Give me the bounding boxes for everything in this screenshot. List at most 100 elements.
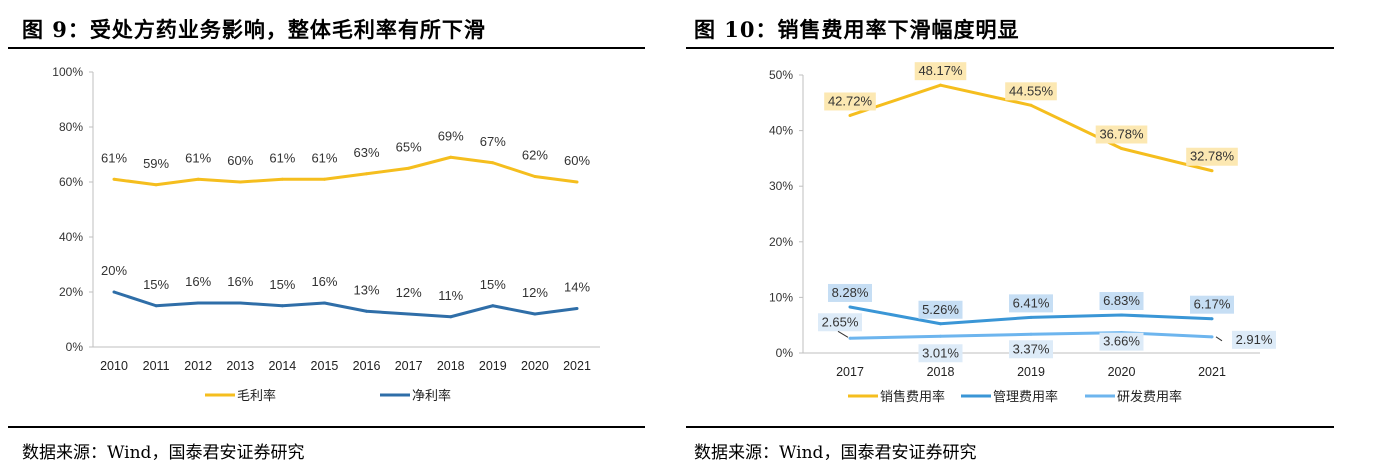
data-label: 11% xyxy=(438,288,463,303)
x-tick-label: 2019 xyxy=(479,359,507,373)
data-label: 20% xyxy=(101,263,127,278)
data-point xyxy=(365,309,369,313)
data-label-box xyxy=(1186,147,1238,166)
data-label: 63% xyxy=(354,145,380,160)
data-label: 61% xyxy=(185,150,211,165)
y-tick-label: 10% xyxy=(769,290,793,304)
data-label-box xyxy=(918,344,963,363)
data-label: 48.17% xyxy=(918,63,963,78)
data-point xyxy=(280,304,284,308)
data-label: 16% xyxy=(227,274,253,289)
left-source-rule xyxy=(8,426,645,428)
y-tick-label: 30% xyxy=(769,179,793,193)
x-tick-label: 2020 xyxy=(521,359,549,373)
x-tick-label: 2010 xyxy=(100,359,128,373)
data-point xyxy=(1210,169,1214,173)
data-point xyxy=(491,304,495,308)
x-tick-label: 2012 xyxy=(184,359,212,373)
data-point xyxy=(533,312,537,316)
data-label-box xyxy=(914,62,967,81)
y-tick-label: 60% xyxy=(59,175,83,189)
data-label: 15% xyxy=(269,277,295,292)
data-label: 60% xyxy=(564,153,590,168)
data-point xyxy=(322,301,326,305)
data-point xyxy=(575,180,579,184)
data-point xyxy=(848,113,852,117)
data-point xyxy=(154,183,158,187)
data-label-box xyxy=(1232,330,1276,349)
left-chart-title: 图 9：受处方药业务影响，整体毛利率有所下滑 xyxy=(22,17,486,42)
legend-label: 净利率 xyxy=(412,388,451,403)
data-label: 3.37% xyxy=(1013,341,1050,356)
x-tick-label: 2019 xyxy=(1017,365,1045,379)
series-line-1 xyxy=(113,155,578,187)
data-point xyxy=(1029,332,1033,336)
legend-label: 毛利率 xyxy=(237,388,276,403)
x-tick-label: 2011 xyxy=(143,359,170,373)
x-tick-label: 2017 xyxy=(395,359,423,373)
data-label: 14% xyxy=(564,280,590,295)
y-tick-label: 80% xyxy=(59,120,83,134)
right-title-rule xyxy=(686,47,1334,49)
left-source-note: 数据来源：Wind，国泰君安证券研究 xyxy=(22,443,305,463)
data-point xyxy=(575,307,579,310)
x-tick-label: 2017 xyxy=(836,365,864,379)
data-label: 61% xyxy=(269,150,295,165)
data-label: 6.41% xyxy=(1013,295,1050,310)
data-point xyxy=(365,172,369,176)
data-label: 15% xyxy=(480,277,506,292)
data-point xyxy=(1120,147,1123,151)
data-label: 6.17% xyxy=(1194,297,1231,312)
data-label: 65% xyxy=(396,139,422,154)
legend-label: 销售费用率 xyxy=(880,389,945,404)
data-label: 15% xyxy=(143,277,169,292)
legend-label: 研发费用率 xyxy=(1117,389,1182,404)
right-chart-title: 图 10：销售费用率下滑幅度明显 xyxy=(694,17,1020,42)
data-point xyxy=(449,155,453,159)
data-label: 67% xyxy=(480,134,506,149)
data-label-box xyxy=(918,300,963,319)
data-point xyxy=(1120,313,1123,317)
data-label: 32.78% xyxy=(1190,149,1235,164)
data-label: 2.91% xyxy=(1236,332,1273,347)
data-point xyxy=(533,175,537,178)
data-point xyxy=(196,301,200,305)
data-point xyxy=(322,177,326,181)
data-label: 5.26% xyxy=(922,302,959,317)
data-label: 62% xyxy=(522,148,548,163)
data-label: 8.28% xyxy=(832,285,869,300)
data-label: 2.65% xyxy=(822,314,859,329)
data-label: 59% xyxy=(143,156,169,171)
data-point xyxy=(112,177,116,181)
data-point xyxy=(407,312,411,316)
data-label: 42.72% xyxy=(828,93,873,108)
leader-line xyxy=(1215,336,1223,342)
data-label: 16% xyxy=(185,274,211,289)
x-tick-label: 2020 xyxy=(1108,365,1136,379)
data-point xyxy=(1029,315,1033,319)
data-point xyxy=(407,166,411,170)
x-tick-label: 2014 xyxy=(268,359,296,373)
y-tick-label: 50% xyxy=(769,68,793,82)
x-tick-label: 2016 xyxy=(353,359,381,373)
data-label: 61% xyxy=(311,150,337,165)
data-label: 12% xyxy=(522,285,548,300)
y-tick-label: 0% xyxy=(776,346,794,360)
data-label: 44.55% xyxy=(1009,83,1054,98)
data-point xyxy=(280,177,284,181)
data-point xyxy=(154,304,158,308)
series-line-2 xyxy=(113,290,578,319)
y-tick-label: 0% xyxy=(66,340,84,354)
data-point xyxy=(238,301,242,305)
data-label: 36.78% xyxy=(1099,127,1144,142)
data-label: 12% xyxy=(396,285,422,300)
data-label-box xyxy=(1009,294,1053,313)
data-label-box xyxy=(824,92,876,111)
x-tick-label: 2021 xyxy=(563,359,591,373)
x-tick-label: 2013 xyxy=(226,359,254,373)
data-label: 61% xyxy=(101,150,127,165)
x-tick-label: 2021 xyxy=(1198,365,1226,379)
data-label: 6.83% xyxy=(1103,293,1140,308)
data-point xyxy=(939,83,942,87)
